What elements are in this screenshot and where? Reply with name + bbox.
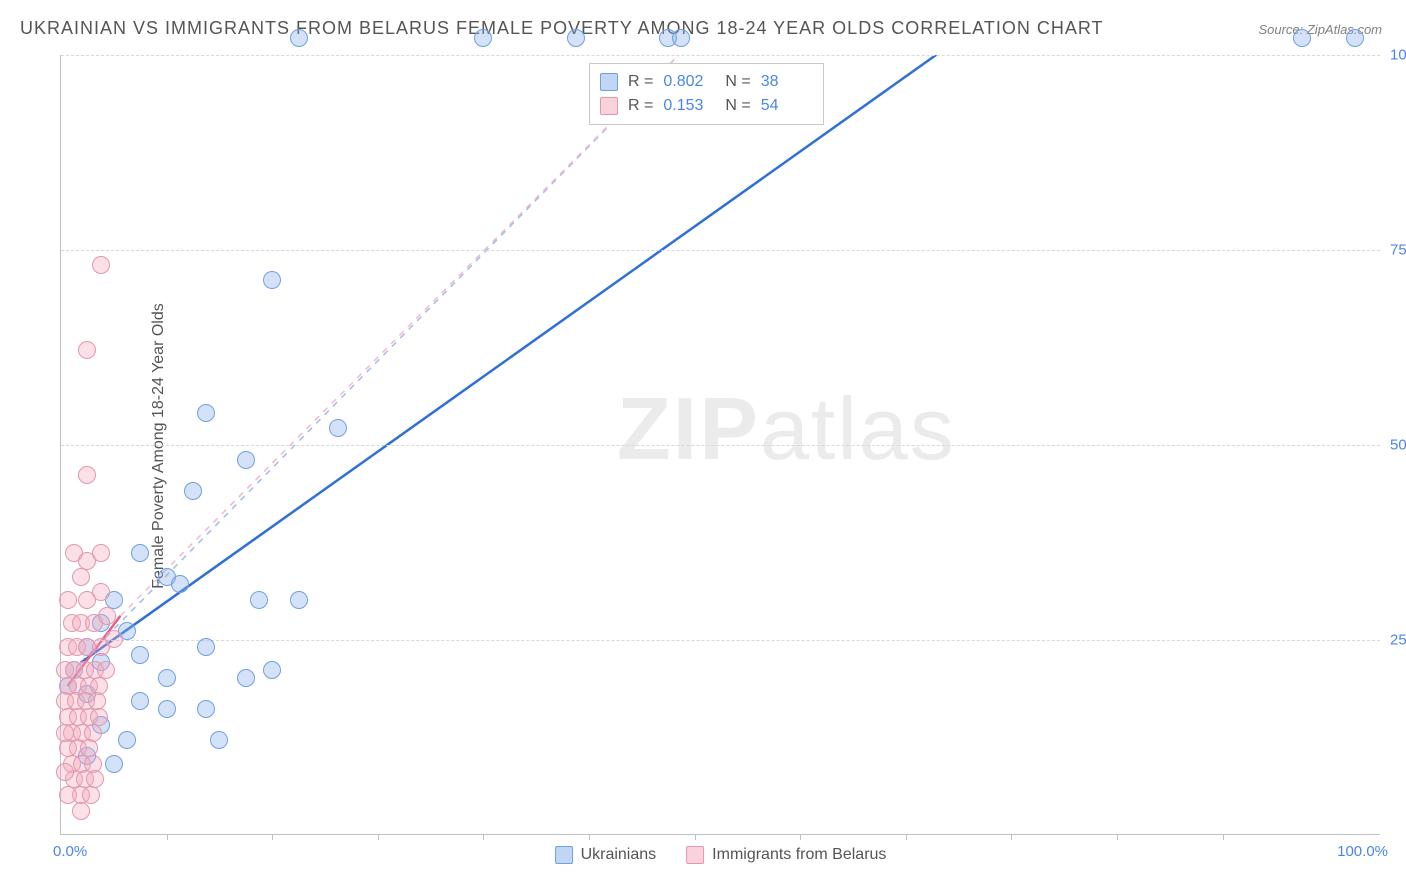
data-point <box>1293 29 1311 47</box>
x-tick-mark <box>800 834 801 840</box>
data-point <box>567 29 585 47</box>
data-point <box>92 583 110 601</box>
legend-row-belarus: R = 0.153 N = 54 <box>600 94 813 118</box>
data-point <box>197 404 215 422</box>
data-point <box>118 731 136 749</box>
x-tick-min: 0.0% <box>53 843 87 860</box>
x-tick-mark <box>1011 834 1012 840</box>
data-point <box>158 669 176 687</box>
y-tick-label: 25.0% <box>1384 632 1406 649</box>
r-value-bel: 0.153 <box>663 94 715 118</box>
data-point <box>98 607 116 625</box>
legend-row-ukrainians: R = 0.802 N = 38 <box>600 70 813 94</box>
x-tick-mark <box>483 834 484 840</box>
r-value-ukr: 0.802 <box>663 70 715 94</box>
r-label: R = <box>628 70 653 94</box>
data-point <box>237 669 255 687</box>
data-point <box>92 544 110 562</box>
data-point <box>290 591 308 609</box>
chart-title: UKRAINIAN VS IMMIGRANTS FROM BELARUS FEM… <box>20 18 1104 39</box>
data-point <box>263 661 281 679</box>
data-point <box>105 630 123 648</box>
data-point <box>92 256 110 274</box>
data-point <box>263 271 281 289</box>
y-tick-label: 50.0% <box>1384 437 1406 454</box>
data-point <box>171 575 189 593</box>
series-legend: Ukrainians Immigrants from Belarus <box>555 846 887 864</box>
data-point <box>197 638 215 656</box>
data-point <box>105 755 123 773</box>
legend-item-ukrainians: Ukrainians <box>555 846 657 864</box>
source-label: Source: ZipAtlas.com <box>1258 22 1382 37</box>
data-point <box>1346 29 1364 47</box>
data-point <box>197 700 215 718</box>
data-point <box>237 451 255 469</box>
x-tick-mark <box>906 834 907 840</box>
x-tick-mark <box>1117 834 1118 840</box>
data-point <box>78 466 96 484</box>
watermark-light: atlas <box>760 379 956 478</box>
x-tick-mark <box>378 834 379 840</box>
legend-label-belarus: Immigrants from Belarus <box>712 846 886 864</box>
data-point <box>82 786 100 804</box>
watermark: ZIPatlas <box>617 378 956 480</box>
data-point <box>56 763 74 781</box>
n-label: N = <box>725 70 750 94</box>
data-point <box>131 544 149 562</box>
x-tick-max: 100.0% <box>1337 843 1388 860</box>
swatch-pink-icon <box>686 846 704 864</box>
y-tick-label: 100.0% <box>1384 47 1406 64</box>
data-point <box>56 724 74 742</box>
data-point <box>329 419 347 437</box>
data-point <box>474 29 492 47</box>
data-point <box>158 700 176 718</box>
data-point <box>250 591 268 609</box>
n-value-bel: 54 <box>761 94 813 118</box>
swatch-blue-icon <box>555 846 573 864</box>
r-label: R = <box>628 94 653 118</box>
data-point <box>210 731 228 749</box>
x-tick-mark <box>695 834 696 840</box>
swatch-blue-icon <box>600 73 618 91</box>
legend-item-belarus: Immigrants from Belarus <box>686 846 886 864</box>
gridline <box>61 445 1380 446</box>
n-value-ukr: 38 <box>761 70 813 94</box>
x-tick-mark <box>1223 834 1224 840</box>
x-tick-mark <box>272 834 273 840</box>
data-point <box>78 341 96 359</box>
data-point <box>184 482 202 500</box>
legend-label-ukrainians: Ukrainians <box>581 846 657 864</box>
n-label: N = <box>725 94 750 118</box>
gridline <box>61 250 1380 251</box>
data-point <box>290 29 308 47</box>
data-point <box>59 591 77 609</box>
gridline <box>61 55 1380 56</box>
swatch-pink-icon <box>600 97 618 115</box>
data-point <box>131 646 149 664</box>
data-point <box>72 568 90 586</box>
data-point <box>672 29 690 47</box>
data-point <box>131 692 149 710</box>
data-point <box>72 802 90 820</box>
scatter-plot: ZIPatlas R = 0.802 N = 38 R = 0.153 N = … <box>60 55 1380 835</box>
x-tick-mark <box>589 834 590 840</box>
data-point <box>59 786 77 804</box>
correlation-legend: R = 0.802 N = 38 R = 0.153 N = 54 <box>589 63 824 125</box>
x-tick-mark <box>167 834 168 840</box>
gridline <box>61 640 1380 641</box>
y-tick-label: 75.0% <box>1384 242 1406 259</box>
watermark-bold: ZIP <box>617 379 760 478</box>
